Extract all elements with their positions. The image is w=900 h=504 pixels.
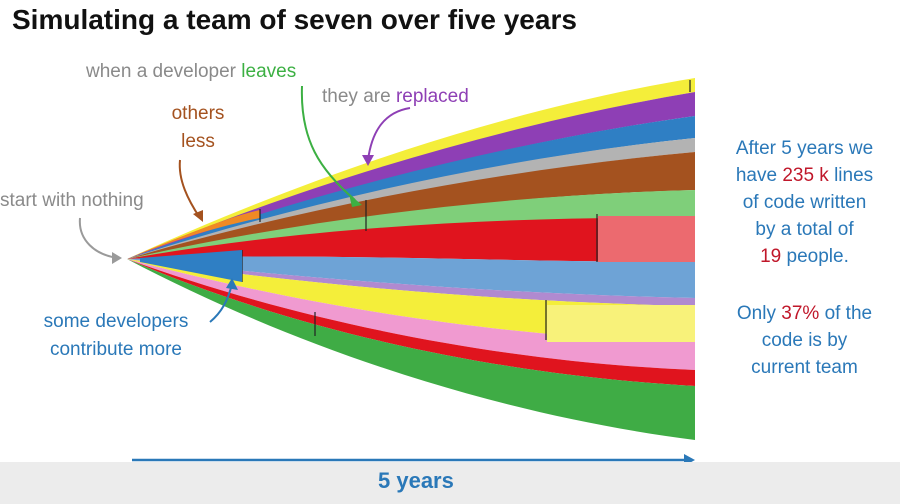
- annotation-others: others: [171, 103, 225, 124]
- band-orange: [127, 210, 260, 259]
- annotation-developer-leaves: when a developer leaves: [86, 58, 296, 86]
- stats-text: of the: [824, 303, 873, 324]
- arrowhead-replaced: [362, 155, 374, 166]
- band-red: [127, 217, 695, 262]
- annotation-contribute-more: some developers contribute more: [26, 308, 206, 364]
- stats-text: Only: [736, 303, 776, 324]
- band-pink: [127, 259, 695, 370]
- band-grey: [127, 138, 695, 259]
- annotation-text: they are: [322, 86, 391, 107]
- arrowhead-contribute: [226, 278, 238, 290]
- annotation-leaves-word: leaves: [241, 61, 297, 82]
- arrowhead-start: [112, 252, 122, 264]
- stats-line: by a total of: [755, 219, 854, 240]
- stats-lines-value: 235 k: [782, 165, 829, 186]
- patch-pale-yellow: [547, 305, 695, 342]
- arrowhead-others: [193, 210, 203, 222]
- stats-line: After 5 years we: [735, 138, 874, 159]
- band-purple: [127, 92, 695, 259]
- annotation-replaced: they are replaced: [322, 83, 469, 111]
- stats-ownership: Only 37% of the code is by current team: [712, 300, 897, 381]
- stats-people: 19 people.: [712, 243, 897, 270]
- annotation-text: when a developer: [86, 61, 236, 82]
- arrow-start: [78, 217, 119, 259]
- stats-text: people.: [786, 246, 849, 267]
- band-yellow-top: [127, 78, 695, 259]
- stats-percent-value: 37%: [781, 303, 820, 324]
- stats-text: lines: [834, 165, 874, 186]
- arrow-others-less: [178, 159, 201, 219]
- lower-bands: [127, 256, 695, 440]
- band-blue-middle: [127, 256, 695, 298]
- arrow-leaves: [300, 85, 356, 201]
- upper-bands: [127, 78, 695, 262]
- patch-dark-blue: [140, 250, 242, 282]
- bottom-band: [0, 462, 900, 504]
- band-green-bottom: [127, 259, 695, 440]
- annotation-some-developers: some developers: [43, 311, 189, 332]
- page-title: Simulating a team of seven over five yea…: [12, 4, 577, 35]
- stats-line: code is by: [761, 330, 848, 351]
- band-brown: [127, 152, 695, 259]
- annotation-less: less: [181, 131, 215, 152]
- arrow-replaced: [367, 107, 411, 161]
- annotation-start-with-nothing: start with nothing: [0, 190, 144, 211]
- stats-lines-of-code: have 235 k lines: [712, 162, 897, 189]
- stats-people-value: 19: [760, 246, 782, 267]
- stats-summary: After 5 years we have 235 k lines of cod…: [712, 135, 897, 270]
- stats-line: of code written: [742, 192, 867, 213]
- time-axis-label: 5 years: [378, 468, 454, 493]
- band-blue-top: [127, 116, 695, 259]
- stats-line: current team: [751, 357, 858, 378]
- stats-text: have: [735, 165, 778, 186]
- band-green-light: [127, 190, 695, 259]
- band-lavender: [127, 259, 695, 306]
- stats-percent-line: Only 37% of the: [712, 300, 897, 327]
- annotation-contribute: contribute more: [49, 339, 182, 360]
- band-red-bottom: [127, 259, 695, 386]
- annotation-replaced-word: replaced: [395, 86, 469, 107]
- patch-light-red: [598, 216, 695, 262]
- arrowhead-leaves: [349, 194, 362, 207]
- annotation-others-less: others less: [162, 100, 234, 156]
